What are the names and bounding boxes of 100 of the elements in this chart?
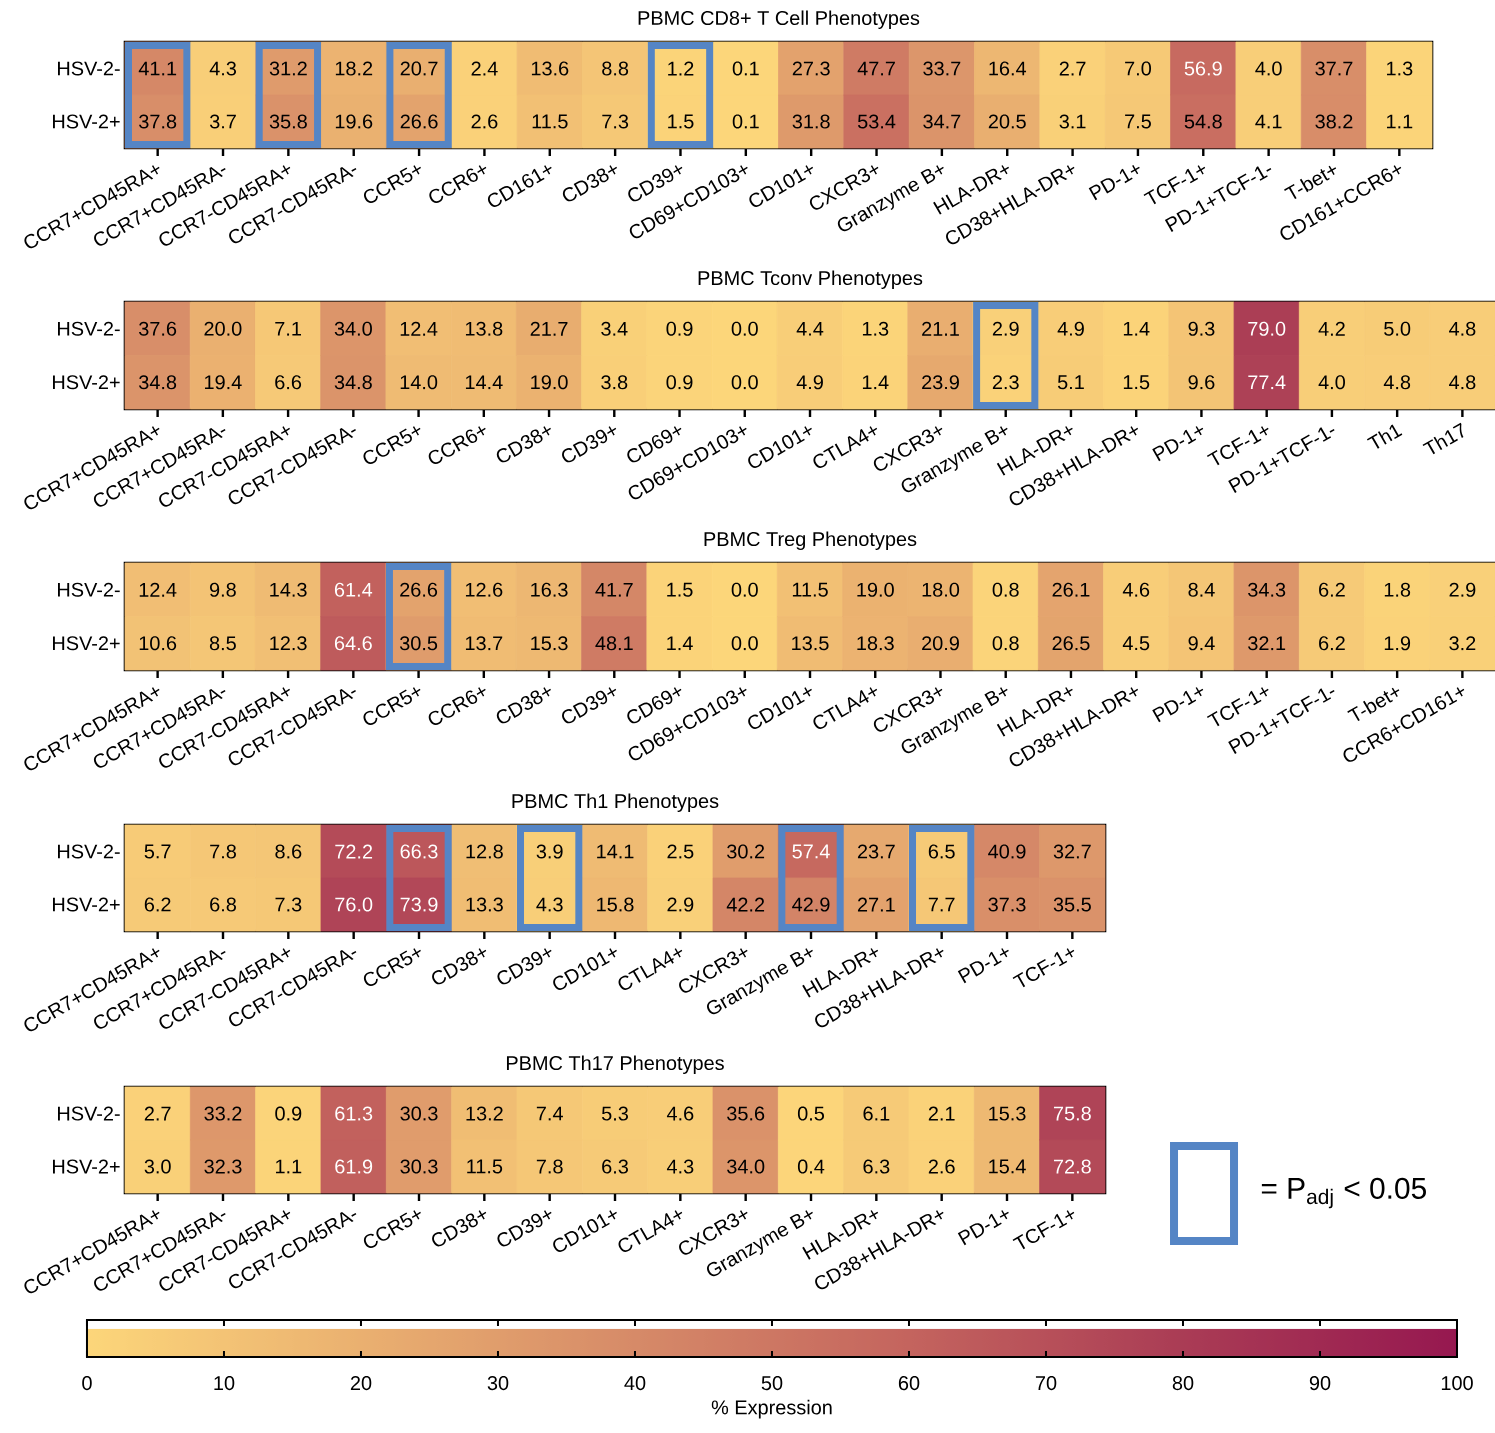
x-tick-label: Th1 [1366, 424, 1403, 449]
chart-title: PBMC Tconv Phenotypes [698, 270, 923, 289]
color-bar-label: 100 [1441, 1376, 1473, 1391]
data-label: 1.5 [668, 114, 694, 129]
color-bar-label: 40 [624, 1376, 646, 1391]
data-label: 11.5 [467, 1159, 503, 1174]
data-label: 27.1 [857, 897, 895, 912]
data-label: 61.9 [335, 1159, 373, 1174]
data-label: 4.9 [1057, 321, 1084, 336]
data-label: 61.4 [334, 582, 373, 597]
data-label: 37.8 [139, 114, 177, 129]
y-tick-label: HSV-2- [58, 321, 120, 336]
data-label: 4.6 [1122, 582, 1150, 597]
data-label: 0.1 [732, 61, 759, 76]
data-label: 57.4 [792, 844, 830, 859]
data-label: 6.6 [275, 375, 302, 390]
data-label: 6.2 [1319, 636, 1345, 651]
y-tick-label: HSV-2+ [53, 636, 120, 651]
data-label: 1.5 [667, 582, 693, 597]
data-label: 2.6 [471, 114, 498, 129]
color-bar-label: 30 [487, 1376, 509, 1391]
data-label: 13.8 [465, 321, 503, 336]
data-label: 37.6 [138, 321, 177, 336]
data-label: 34.8 [334, 375, 372, 390]
data-label: 4.0 [1318, 375, 1345, 390]
data-label: 26.1 [1052, 582, 1090, 597]
data-label: 8.4 [1188, 582, 1215, 597]
data-label: 2.9 [667, 897, 694, 912]
data-label: 20.9 [922, 636, 959, 651]
data-label: 0.0 [731, 636, 758, 651]
data-label: 34.0 [334, 321, 372, 336]
data-label: 72.2 [335, 844, 373, 859]
data-label: 1.1 [1387, 114, 1413, 129]
data-label: 6.2 [144, 897, 171, 912]
data-label: 13.2 [466, 1106, 503, 1121]
data-label: 18.0 [922, 582, 960, 597]
data-label: 12.6 [465, 582, 503, 597]
color-bar-label: 50 [761, 1376, 783, 1391]
data-label: 7.4 [536, 1106, 563, 1121]
color-bar-label: 60 [898, 1376, 920, 1391]
data-label: 1.8 [1384, 582, 1411, 597]
data-label: 32.7 [1053, 844, 1091, 859]
data-label: 38.2 [1315, 114, 1353, 129]
data-label: 7.8 [536, 1159, 563, 1174]
data-label: 1.4 [862, 375, 889, 390]
data-label: 6.8 [210, 897, 236, 912]
data-label: 0.9 [666, 375, 693, 390]
data-label: 53.4 [857, 114, 896, 129]
text: = P$_{adj}$ < 0.05 [1261, 1177, 1426, 1209]
y-tick-label: HSV-2+ [53, 375, 120, 390]
data-label: 1.3 [1387, 61, 1413, 76]
data-label: 6.1 [863, 1106, 890, 1121]
data-label: 2.7 [144, 1106, 171, 1121]
data-label: 79.0 [1248, 321, 1286, 336]
data-label: 35.6 [727, 1106, 765, 1121]
data-label: 3.9 [536, 844, 563, 859]
data-label: 3.7 [209, 114, 236, 129]
data-label: 2.9 [1449, 582, 1476, 597]
data-label: 1.1 [276, 1159, 302, 1174]
data-label: 20.5 [988, 114, 1026, 129]
data-label: 2.9 [992, 321, 1019, 336]
data-label: 7.7 [928, 897, 955, 912]
data-label: 13.6 [531, 61, 569, 76]
data-label: 30.3 [400, 1106, 438, 1121]
data-label: 1.3 [862, 321, 889, 336]
data-label: 16.4 [989, 61, 1027, 76]
chart-title: PBMC Treg Phenotypes [704, 531, 917, 551]
data-label: 5.1 [1057, 375, 1084, 390]
color-bar-label: 0 [82, 1376, 92, 1391]
data-label: 4.8 [1449, 375, 1476, 390]
data-label: 3.0 [144, 1159, 171, 1174]
data-label: 10.6 [139, 636, 177, 651]
data-label: 3.4 [601, 321, 628, 336]
data-label: 2.4 [471, 61, 498, 76]
data-label: 72.8 [1053, 1159, 1091, 1174]
data-label: 35.8 [269, 114, 307, 129]
color-bar-label: 70 [1035, 1376, 1057, 1391]
data-label: 0.0 [731, 375, 758, 390]
data-label: 7.5 [1125, 114, 1151, 129]
data-label: 4.9 [796, 375, 823, 390]
data-label: 30.3 [400, 1159, 438, 1174]
data-label: 4.3 [209, 61, 237, 76]
data-label: 16.3 [531, 582, 568, 597]
data-label: 34.8 [138, 375, 177, 390]
data-label: 0.9 [666, 321, 693, 336]
data-label: 1.2 [668, 61, 694, 76]
data-label: 35.5 [1053, 897, 1091, 912]
data-label: 32.1 [1248, 636, 1286, 651]
chart-title: PBMC CD8+ T Cell Phenotypes [638, 10, 920, 29]
data-label: 15.8 [597, 897, 634, 912]
data-label: 40.9 [988, 844, 1026, 859]
y-tick-label: HSV-2- [58, 844, 120, 859]
data-label: 7.0 [1125, 61, 1152, 76]
color-bar-label: 10 [214, 1376, 235, 1391]
data-label: 15.3 [531, 636, 568, 651]
data-label: 20.7 [400, 61, 438, 76]
data-label: 21.7 [530, 321, 568, 336]
data-label: 21.1 [922, 321, 959, 336]
color-bar-label: 80 [1172, 1376, 1194, 1391]
data-label: 23.7 [857, 844, 895, 859]
